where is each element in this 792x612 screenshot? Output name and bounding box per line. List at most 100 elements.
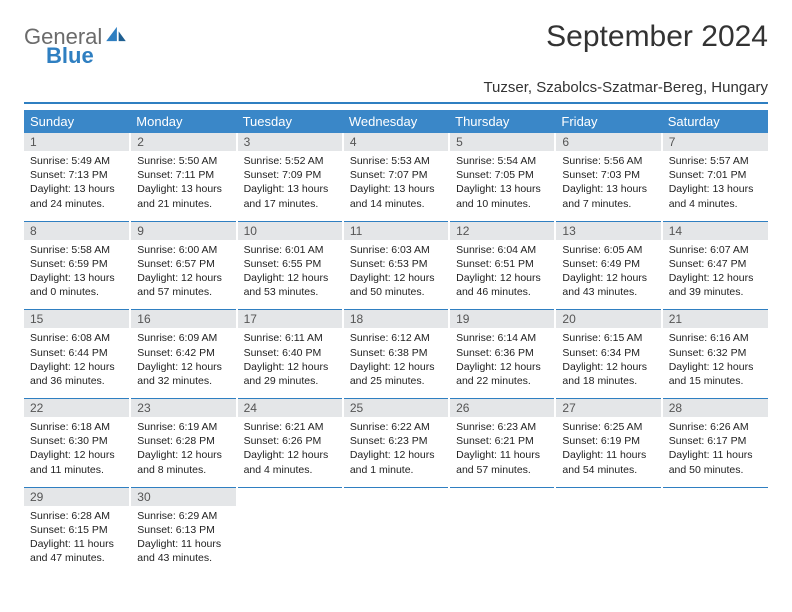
weekday-header: Saturday — [662, 110, 768, 133]
sunrise-line: Sunrise: 6:15 AM — [562, 331, 654, 345]
day-number-cell: 5 — [449, 133, 555, 151]
day-number-cell: 1 — [24, 133, 130, 151]
daylight-line: Daylight: 12 hours and 4 minutes. — [244, 448, 336, 476]
weekday-header-row: Sunday Monday Tuesday Wednesday Thursday… — [24, 110, 768, 133]
sunset-line: Sunset: 7:11 PM — [137, 168, 229, 182]
sunrise-line: Sunrise: 6:16 AM — [669, 331, 762, 345]
weekday-header: Sunday — [24, 110, 130, 133]
daylight-line: Daylight: 11 hours and 43 minutes. — [137, 537, 229, 565]
daylight-line: Daylight: 12 hours and 1 minute. — [350, 448, 442, 476]
daylight-line: Daylight: 12 hours and 15 minutes. — [669, 360, 762, 388]
logo: General Blue — [24, 20, 127, 67]
daylight-line: Daylight: 12 hours and 53 minutes. — [244, 271, 336, 299]
daynum-row: 2930 — [24, 487, 768, 506]
day-content-cell: Sunrise: 5:58 AMSunset: 6:59 PMDaylight:… — [24, 240, 130, 310]
sunrise-line: Sunrise: 6:19 AM — [137, 420, 229, 434]
day-content-cell: Sunrise: 6:08 AMSunset: 6:44 PMDaylight:… — [24, 328, 130, 398]
sunrise-line: Sunrise: 6:04 AM — [456, 243, 548, 257]
weekday-header: Wednesday — [343, 110, 449, 133]
daylight-line: Daylight: 13 hours and 0 minutes. — [30, 271, 123, 299]
day-content-cell: Sunrise: 6:07 AMSunset: 6:47 PMDaylight:… — [662, 240, 768, 310]
daylight-line: Daylight: 13 hours and 7 minutes. — [562, 182, 654, 210]
sunset-line: Sunset: 6:28 PM — [137, 434, 229, 448]
day-number-cell: 2 — [130, 133, 236, 151]
sunset-line: Sunset: 6:36 PM — [456, 346, 548, 360]
daynum-row: 891011121314 — [24, 221, 768, 240]
sunset-line: Sunset: 6:44 PM — [30, 346, 123, 360]
day-content-cell: Sunrise: 6:29 AMSunset: 6:13 PMDaylight:… — [130, 506, 236, 576]
daylight-line: Daylight: 12 hours and 18 minutes. — [562, 360, 654, 388]
day-number-cell — [662, 487, 768, 506]
day-content-cell — [449, 506, 555, 576]
day-content-cell: Sunrise: 6:14 AMSunset: 6:36 PMDaylight:… — [449, 328, 555, 398]
sunrise-line: Sunrise: 6:03 AM — [350, 243, 442, 257]
sunrise-line: Sunrise: 6:11 AM — [244, 331, 336, 345]
sunset-line: Sunset: 7:03 PM — [562, 168, 654, 182]
logo-sail-icon — [105, 26, 127, 42]
sunrise-line: Sunrise: 6:18 AM — [30, 420, 123, 434]
day-number-cell: 29 — [24, 487, 130, 506]
sunset-line: Sunset: 6:38 PM — [350, 346, 442, 360]
sunrise-line: Sunrise: 6:12 AM — [350, 331, 442, 345]
day-number-cell: 14 — [662, 221, 768, 240]
day-number-cell: 27 — [555, 399, 661, 418]
day-content-cell: Sunrise: 6:16 AMSunset: 6:32 PMDaylight:… — [662, 328, 768, 398]
day-number-cell: 20 — [555, 310, 661, 329]
day-content-cell — [662, 506, 768, 576]
sunrise-line: Sunrise: 5:57 AM — [669, 154, 762, 168]
location-text: Tuzser, Szabolcs-Szatmar-Bereg, Hungary — [24, 79, 768, 104]
daylight-line: Daylight: 12 hours and 11 minutes. — [30, 448, 123, 476]
sunset-line: Sunset: 6:57 PM — [137, 257, 229, 271]
day-number-cell: 25 — [343, 399, 449, 418]
sunset-line: Sunset: 6:51 PM — [456, 257, 548, 271]
sunset-line: Sunset: 6:23 PM — [350, 434, 442, 448]
sunset-line: Sunset: 6:55 PM — [244, 257, 336, 271]
content-row: Sunrise: 5:49 AMSunset: 7:13 PMDaylight:… — [24, 151, 768, 221]
day-content-cell: Sunrise: 6:00 AMSunset: 6:57 PMDaylight:… — [130, 240, 236, 310]
day-number-cell: 21 — [662, 310, 768, 329]
sunset-line: Sunset: 7:05 PM — [456, 168, 548, 182]
content-row: Sunrise: 5:58 AMSunset: 6:59 PMDaylight:… — [24, 240, 768, 310]
sunset-line: Sunset: 7:07 PM — [350, 168, 442, 182]
day-number-cell: 26 — [449, 399, 555, 418]
sunrise-line: Sunrise: 6:01 AM — [244, 243, 336, 257]
day-number-cell — [449, 487, 555, 506]
day-number-cell: 7 — [662, 133, 768, 151]
day-number-cell: 16 — [130, 310, 236, 329]
day-content-cell: Sunrise: 5:56 AMSunset: 7:03 PMDaylight:… — [555, 151, 661, 221]
day-number-cell: 30 — [130, 487, 236, 506]
sunset-line: Sunset: 6:47 PM — [669, 257, 762, 271]
sunset-line: Sunset: 6:34 PM — [562, 346, 654, 360]
month-title: September 2024 — [546, 20, 768, 54]
content-row: Sunrise: 6:28 AMSunset: 6:15 PMDaylight:… — [24, 506, 768, 576]
day-number-cell — [237, 487, 343, 506]
sunrise-line: Sunrise: 6:08 AM — [30, 331, 123, 345]
day-content-cell: Sunrise: 6:11 AMSunset: 6:40 PMDaylight:… — [237, 328, 343, 398]
day-content-cell: Sunrise: 6:04 AMSunset: 6:51 PMDaylight:… — [449, 240, 555, 310]
day-content-cell: Sunrise: 5:52 AMSunset: 7:09 PMDaylight:… — [237, 151, 343, 221]
day-content-cell: Sunrise: 6:03 AMSunset: 6:53 PMDaylight:… — [343, 240, 449, 310]
sunset-line: Sunset: 6:26 PM — [244, 434, 336, 448]
sunrise-line: Sunrise: 6:23 AM — [456, 420, 548, 434]
day-number-cell — [343, 487, 449, 506]
day-content-cell — [237, 506, 343, 576]
sunrise-line: Sunrise: 6:09 AM — [137, 331, 229, 345]
sunset-line: Sunset: 6:49 PM — [562, 257, 654, 271]
day-content-cell: Sunrise: 6:28 AMSunset: 6:15 PMDaylight:… — [24, 506, 130, 576]
day-content-cell: Sunrise: 6:18 AMSunset: 6:30 PMDaylight:… — [24, 417, 130, 487]
day-content-cell — [555, 506, 661, 576]
day-number-cell: 22 — [24, 399, 130, 418]
sunset-line: Sunset: 6:40 PM — [244, 346, 336, 360]
day-content-cell: Sunrise: 6:26 AMSunset: 6:17 PMDaylight:… — [662, 417, 768, 487]
title-block: September 2024 — [546, 20, 768, 54]
day-number-cell: 6 — [555, 133, 661, 151]
sunrise-line: Sunrise: 6:25 AM — [562, 420, 654, 434]
daylight-line: Daylight: 13 hours and 10 minutes. — [456, 182, 548, 210]
sunset-line: Sunset: 6:32 PM — [669, 346, 762, 360]
sunrise-line: Sunrise: 5:54 AM — [456, 154, 548, 168]
daylight-line: Daylight: 12 hours and 57 minutes. — [137, 271, 229, 299]
day-number-cell: 18 — [343, 310, 449, 329]
day-number-cell: 4 — [343, 133, 449, 151]
sunrise-line: Sunrise: 5:53 AM — [350, 154, 442, 168]
daylight-line: Daylight: 13 hours and 14 minutes. — [350, 182, 442, 210]
